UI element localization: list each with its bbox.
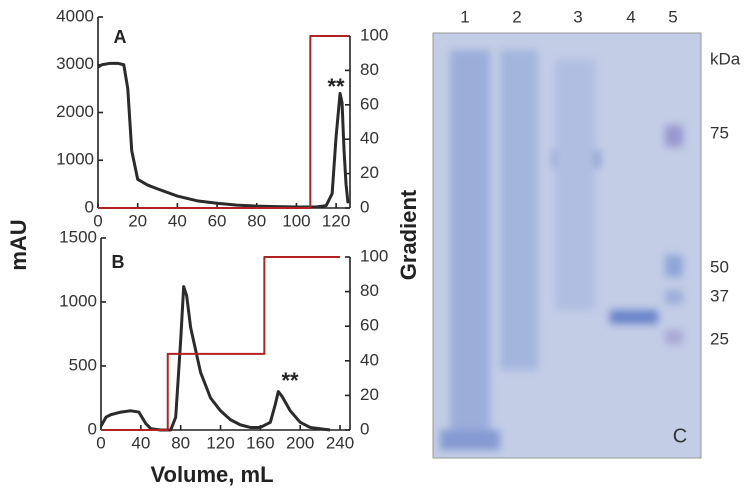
x-tick-label: 60 [208, 211, 227, 230]
panel-label: B [112, 252, 125, 272]
y2-tick-label: 20 [360, 385, 379, 404]
x-tick-label: 40 [168, 211, 187, 230]
lane-label: 3 [573, 7, 582, 26]
line-series [97, 61, 350, 209]
y2-tick-label: 100 [360, 246, 388, 265]
x-tick-label: 0 [96, 433, 105, 452]
x-tick-label: 20 [128, 211, 147, 230]
marker-label: 25 [710, 329, 729, 348]
lane-label: 5 [668, 7, 677, 26]
y-tick-label: 1500 [59, 227, 97, 246]
y-tick-label: 1000 [56, 150, 94, 169]
x-tick-label: 80 [247, 211, 266, 230]
x-tick-label: 160 [246, 433, 274, 452]
y2-tick-label: 80 [360, 281, 379, 300]
x-tick-label: 40 [131, 433, 150, 452]
x-tick-label: 120 [322, 211, 350, 230]
y-axis-title: mAU [6, 219, 31, 270]
y-tick-label: 0 [85, 197, 94, 216]
x-axis-title: Volume, mL [150, 462, 273, 487]
y2-tick-label: 0 [360, 197, 369, 216]
y-tick-label: 0 [88, 419, 97, 438]
unit-label: kDa [710, 49, 741, 68]
line-series [101, 256, 341, 431]
lane-label: 1 [460, 7, 469, 26]
y2-tick-label: 60 [360, 94, 379, 113]
x-tick-label: 100 [282, 211, 310, 230]
x-tick-label: 0 [93, 211, 102, 230]
marker-label: 50 [710, 257, 729, 276]
lane-label: 2 [512, 7, 521, 26]
y-tick-label: 2000 [56, 102, 94, 121]
line-series [98, 35, 349, 209]
x-tick-label: 120 [206, 433, 234, 452]
y2-axis-title: Gradient [396, 189, 421, 280]
x-tick-label: 200 [286, 433, 314, 452]
annotation: ** [327, 74, 345, 99]
y2-tick-label: 40 [360, 129, 379, 148]
x-tick-label: 80 [171, 433, 190, 452]
panel-label: A [114, 27, 127, 47]
y2-tick-label: 40 [360, 350, 379, 369]
y-tick-label: 1000 [59, 291, 97, 310]
panel-label: C [673, 425, 687, 447]
marker-label: 37 [710, 286, 729, 305]
y-tick-label: 4000 [56, 6, 94, 25]
y2-tick-label: 100 [360, 25, 388, 44]
y2-tick-label: 60 [360, 316, 379, 335]
gel-image [432, 32, 702, 459]
annotation: ** [281, 368, 299, 393]
y-tick-label: 500 [69, 355, 97, 374]
y2-tick-label: 80 [360, 60, 379, 79]
lane-label: 4 [626, 7, 635, 26]
x-tick-label: 240 [326, 433, 354, 452]
marker-label: 75 [710, 123, 729, 142]
y2-tick-label: 20 [360, 163, 379, 182]
y-tick-label: 3000 [56, 54, 94, 73]
line-series [99, 285, 331, 432]
y2-tick-label: 0 [360, 419, 369, 438]
